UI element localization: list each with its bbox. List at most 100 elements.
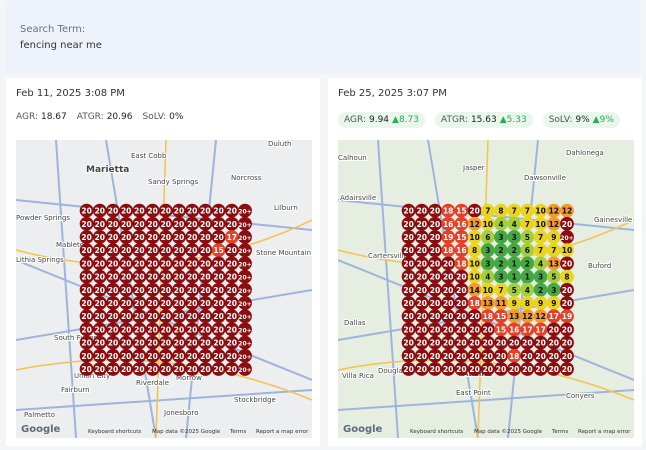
rank-label: 20	[227, 286, 237, 295]
rank-label: 20	[81, 207, 91, 216]
rank-pin	[145, 203, 160, 218]
rank-label: 20	[227, 365, 237, 374]
rank-label: 20	[417, 365, 427, 374]
rank-pin	[106, 282, 120, 297]
rank-pin	[172, 335, 186, 350]
rank-label: 17	[535, 325, 545, 334]
rank-pin	[414, 282, 429, 297]
rank-pin	[145, 230, 160, 244]
rank-pin	[401, 282, 416, 297]
rank-label: 20	[95, 286, 105, 295]
rank-pin	[79, 256, 94, 271]
rank-pin	[401, 243, 416, 258]
rank-pin	[494, 282, 508, 297]
rank-pin	[520, 362, 535, 376]
rank-label: 20	[134, 299, 144, 308]
rank-label: 20+	[238, 327, 251, 334]
rank-label: 20	[174, 233, 184, 242]
rank-pin	[185, 269, 200, 284]
rank-pin	[119, 296, 134, 310]
rank-pin	[414, 348, 429, 363]
road	[55, 140, 77, 438]
rank-pin	[145, 296, 160, 310]
rank-label: 20	[161, 339, 171, 348]
rank-pin	[158, 243, 173, 258]
rank-label: 20	[147, 325, 157, 334]
rank-pin	[106, 243, 120, 258]
map-footer: Terms	[551, 429, 568, 435]
rank-pin	[92, 230, 107, 244]
rank-pin	[79, 309, 94, 324]
rank-pin	[507, 256, 522, 271]
rank-pin	[520, 256, 535, 271]
rank-pin	[172, 256, 186, 271]
rank-pin	[119, 230, 134, 244]
rank-label: 20	[108, 352, 118, 361]
rank-label: 20	[108, 220, 118, 229]
rank-label: 20	[147, 339, 157, 348]
rank-pin	[79, 322, 94, 337]
rank-label: 20+	[238, 301, 251, 308]
rank-pin	[467, 296, 482, 310]
map-label: Adairsville	[340, 194, 376, 202]
rank-label: 3	[485, 259, 490, 268]
rank-label: 20	[549, 365, 559, 374]
rank-pin	[414, 243, 429, 258]
rank-pin	[480, 216, 495, 231]
rank-label: 20	[108, 246, 118, 255]
rank-label: 20	[213, 365, 223, 374]
rank-label: 20	[562, 339, 572, 348]
rank-pin	[533, 243, 548, 258]
rank-label: 20	[95, 352, 105, 361]
rank-pin	[119, 335, 134, 350]
rank-pin	[106, 322, 120, 337]
map-label: Mableton	[56, 241, 89, 249]
rank-label: 20	[147, 273, 157, 282]
rank-pin	[185, 256, 200, 271]
rank-label: 20	[187, 273, 197, 282]
rank-label: 20	[213, 286, 223, 295]
map-label: Duluth	[268, 140, 291, 148]
rank-label: 20	[147, 299, 157, 308]
rank-label: 20	[496, 339, 506, 348]
rank-label: 20	[121, 220, 131, 229]
rank-label: 20	[227, 259, 237, 268]
rank-label: 20	[562, 259, 572, 268]
rank-pin	[441, 296, 456, 310]
rank-pin	[158, 335, 173, 350]
rank-pin	[106, 256, 120, 271]
map-label: Marietta	[86, 165, 129, 175]
stat-label: AGR:	[16, 112, 38, 122]
rank-pin	[211, 243, 226, 258]
rank-label: 20	[456, 286, 466, 295]
rank-label: 20	[443, 259, 453, 268]
map-label: Stone Mountain	[256, 249, 311, 257]
rank-pin	[441, 309, 456, 324]
rank-label: 20	[147, 233, 157, 242]
rank-label: 20	[430, 220, 440, 229]
rank-pin	[224, 322, 239, 337]
rank-pin	[480, 362, 495, 376]
rank-label: 20	[403, 299, 413, 308]
rank-label: 20	[227, 312, 237, 321]
rank-pin	[198, 203, 213, 218]
rank-label: 20+	[238, 261, 251, 268]
rank-label: 2	[538, 286, 543, 295]
rank-pin	[520, 269, 535, 284]
map-label: Stockbridge	[234, 396, 276, 404]
rank-pin	[533, 256, 548, 271]
rank-label: 20	[535, 365, 545, 374]
rank-pin	[106, 362, 120, 376]
rank-label: 20	[227, 207, 237, 216]
rank-pin	[428, 296, 442, 310]
rank-pin	[211, 269, 226, 284]
rank-pin	[533, 335, 548, 350]
rank-pin	[494, 309, 508, 324]
rank-pin	[211, 309, 226, 324]
rank-label: 7	[525, 207, 530, 216]
rank-pin	[454, 335, 469, 350]
rank-pin	[145, 348, 160, 363]
rank-label: 20	[147, 365, 157, 374]
rank-label: 20+	[560, 235, 573, 242]
rank-label: 20	[213, 312, 223, 321]
